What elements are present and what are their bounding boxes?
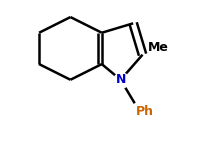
Text: N: N xyxy=(115,73,126,86)
Text: Me: Me xyxy=(148,41,169,54)
Text: Ph: Ph xyxy=(136,105,154,118)
